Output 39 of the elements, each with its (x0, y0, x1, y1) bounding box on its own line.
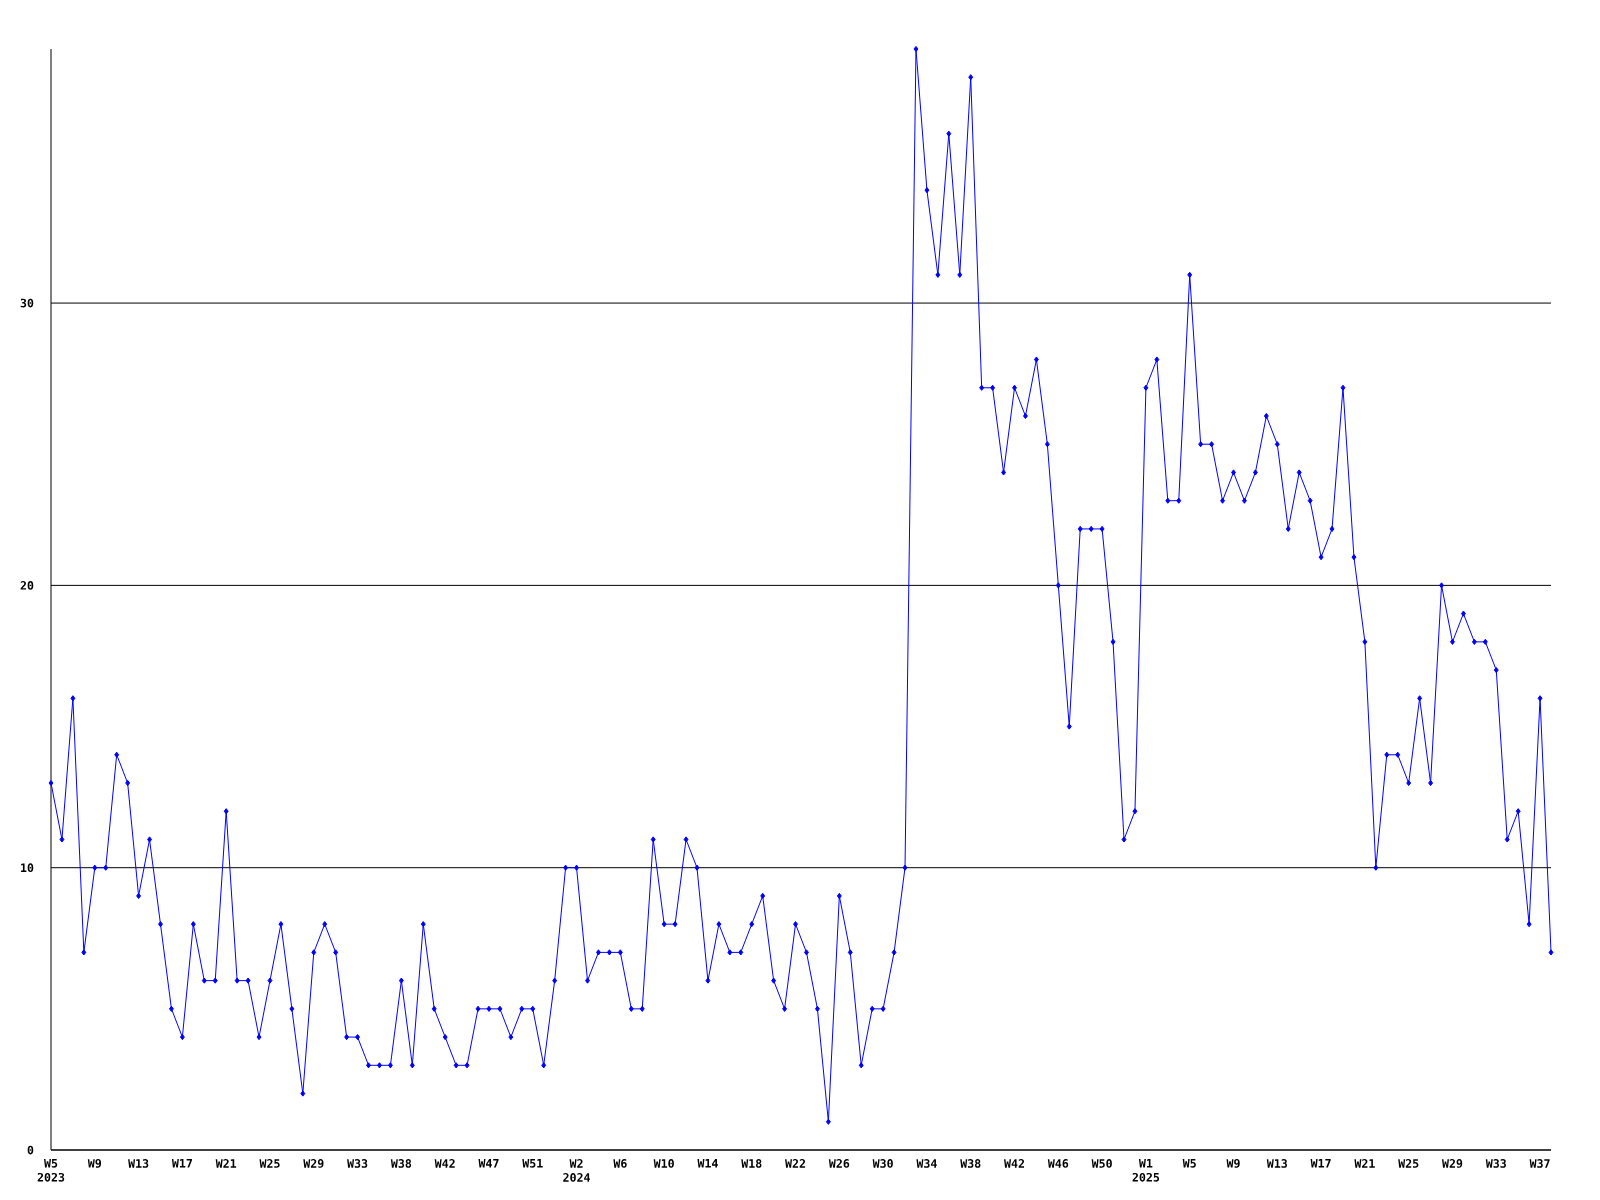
x-tick-label: W17 (171, 1159, 192, 1168)
x-tick-label: W17 (1310, 1159, 1331, 1168)
x-tick-label: W47 (478, 1159, 499, 1168)
y-tick-label: 20 (20, 581, 34, 590)
x-tick-label: W9 (87, 1159, 102, 1168)
x-tick-label: W10 (653, 1159, 674, 1168)
x-tick-label: W29 (1442, 1159, 1463, 1168)
x-tick-label: W5 (1182, 1159, 1196, 1168)
x-tick-label: W50 (1091, 1159, 1112, 1168)
x-tick-label: W18 (741, 1159, 762, 1168)
y-tick-label: 30 (20, 298, 34, 308)
x-tick-label: W38 (960, 1159, 981, 1168)
x-tick-label: W1 2025 (1132, 1159, 1160, 1182)
x-tick-label: W51 (522, 1159, 543, 1168)
x-tick-label: W13 (1266, 1159, 1287, 1168)
y-tick-label: 0 (27, 1145, 34, 1155)
x-tick-label: W29 (303, 1159, 324, 1168)
y-tick-label: 10 (21, 863, 34, 873)
x-tick-label: W2 2024 (563, 1159, 590, 1182)
x-tick-label: W5 2023 (37, 1159, 65, 1182)
x-tick-label: W30 (872, 1159, 893, 1168)
x-tick-label: W22 (785, 1159, 806, 1168)
x-tick-label: W37 (1529, 1159, 1550, 1168)
x-tick-label: W38 (390, 1159, 412, 1168)
x-tick-label: W14 (697, 1159, 718, 1168)
x-tick-label: W34 (916, 1159, 937, 1168)
x-tick-label: W42 (1004, 1159, 1025, 1168)
x-tick-label: W26 (828, 1159, 850, 1168)
x-tick-label: W6 (613, 1159, 627, 1168)
x-tick-label: W25 (1398, 1159, 1419, 1168)
x-tick-label: W13 (128, 1159, 149, 1168)
x-tick-label: W25 (259, 1159, 280, 1168)
x-tick-label: W33 (1485, 1159, 1506, 1168)
x-tick-label: W46 (1047, 1159, 1069, 1168)
x-tick-label: W21 (215, 1159, 237, 1168)
x-tick-label: W33 (347, 1159, 368, 1168)
x-tick-label: W21 (1354, 1159, 1375, 1168)
x-tick-label: W42 (434, 1159, 455, 1168)
x-tick-label: W9 (1226, 1159, 1240, 1168)
